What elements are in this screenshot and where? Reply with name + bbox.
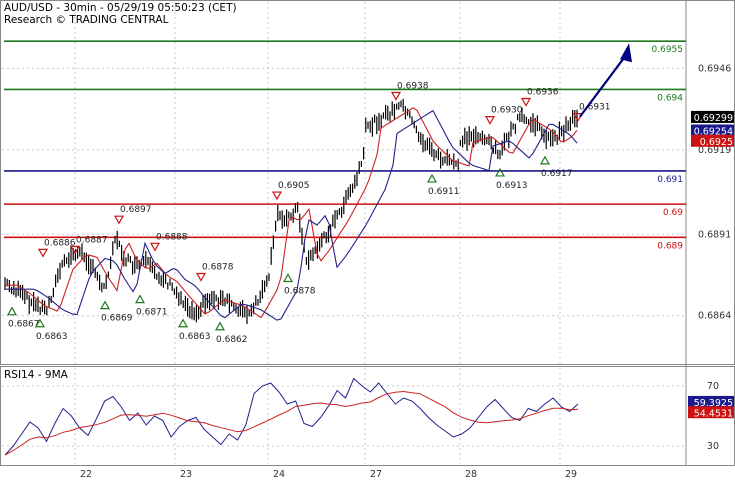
forecast-arrow-shaft xyxy=(579,54,627,118)
x-tick-label: 28 xyxy=(465,469,477,480)
axis-labels: 0.6946 0.6919 0.6891 0.6864 70 30 22 23 24 27 28 29 xyxy=(80,63,731,480)
moving-averages xyxy=(5,107,578,321)
horizontal-levels: 0.6955 0.694 0.691 0.69 0.689 xyxy=(4,40,686,251)
forecast-arrow xyxy=(579,43,632,118)
low-label: 0.6862 xyxy=(216,335,248,345)
high-label: 0.6905 xyxy=(278,181,310,191)
x-tick-label: 23 xyxy=(180,469,192,480)
low-marker xyxy=(177,318,189,328)
rsi-value-tag xyxy=(688,395,734,408)
low-label: 0.6867 xyxy=(8,320,40,330)
low-label: 0.6911 xyxy=(428,187,460,197)
low-marker xyxy=(214,321,226,331)
rsi-y-tick-label: 70 xyxy=(707,381,719,392)
low-marker xyxy=(426,173,438,183)
level-label: 0.689 xyxy=(657,241,683,251)
low-label: 0.6871 xyxy=(136,308,168,318)
low-label: 0.6917 xyxy=(541,169,573,179)
low-marker xyxy=(34,318,46,328)
rsi-title: RSI14 - 9MA xyxy=(4,369,69,381)
high-marker xyxy=(149,242,161,252)
low-label: 0.6878 xyxy=(284,287,316,297)
high-label: 0.6886 xyxy=(44,238,76,248)
high-marker xyxy=(572,113,584,122)
low-label: 0.6869 xyxy=(101,314,133,324)
price-y-tick-label: 0.6891 xyxy=(698,229,731,240)
low-label: 0.6863 xyxy=(179,332,211,342)
x-tick-label: 29 xyxy=(565,469,577,480)
rsi-value-tag-label: 59.3925 xyxy=(694,398,733,409)
level-label: 0.694 xyxy=(657,93,683,103)
high-label: 0.6930 xyxy=(491,106,523,116)
price-y-tick-label: 0.6919 xyxy=(698,145,731,156)
high-label: 0.6938 xyxy=(397,82,429,92)
level-label: 0.691 xyxy=(657,175,683,185)
low-marker xyxy=(99,300,111,310)
low-marker xyxy=(539,155,551,165)
high-marker xyxy=(390,91,402,101)
last-price-tag xyxy=(691,110,734,123)
high-label: 0.6897 xyxy=(120,205,152,215)
x-tick-label: 27 xyxy=(370,469,382,480)
high-label: 0.6887 xyxy=(76,235,108,245)
price-y-tick-label: 0.6864 xyxy=(698,311,731,322)
rsi-ma-line xyxy=(4,390,579,456)
last-price-tag-label: 0.69299 xyxy=(694,113,733,124)
low-marker xyxy=(6,306,18,316)
rsi-panel-frame xyxy=(0,366,735,466)
price-grid xyxy=(2,2,686,364)
low-marker xyxy=(282,273,294,283)
high-marker xyxy=(520,97,532,107)
x-tick-label: 22 xyxy=(80,469,92,480)
low-label: 0.6863 xyxy=(36,332,68,342)
rsi-line xyxy=(4,377,579,456)
chart-subtitle: Research © TRADING CENTRAL xyxy=(4,14,169,26)
high-low-annotations: 0.6886 0.6887 0.6897 0.6888 0.6878 0.6905 0.69… xyxy=(6,82,611,345)
rsi-lines xyxy=(4,377,579,456)
high-label: 0.6936 xyxy=(527,88,559,98)
price-y-tick-label: 0.6946 xyxy=(698,63,731,74)
high-label: 0.6878 xyxy=(202,263,234,273)
rsi-value-tag xyxy=(688,406,734,419)
last-price-tag xyxy=(691,134,734,147)
rsi-y-tick-label: 30 xyxy=(707,441,719,452)
level-label: 0.69 xyxy=(663,208,683,218)
last-price-tag xyxy=(691,124,734,137)
x-tick-label: 24 xyxy=(273,469,285,480)
high-marker xyxy=(195,272,207,282)
high-marker xyxy=(69,245,81,255)
forecast-arrow-head xyxy=(620,43,632,63)
low-label: 0.6913 xyxy=(496,181,528,191)
high-label: 0.6931 xyxy=(579,103,611,113)
high-label: 0.6888 xyxy=(156,232,188,242)
ma-slow-line xyxy=(5,109,578,321)
high-marker xyxy=(37,248,49,258)
high-marker xyxy=(271,191,283,201)
low-marker xyxy=(494,167,506,177)
high-marker xyxy=(484,116,496,125)
rsi-value-tag-label: 54.4531 xyxy=(694,408,733,419)
last-price-tag-label: 0.6925 xyxy=(700,137,733,148)
price-bars xyxy=(4,98,578,324)
chart-title: AUD/USD - 30min - 05/29/19 05:50:23 (CET… xyxy=(4,2,237,14)
level-label: 0.6955 xyxy=(652,45,684,55)
low-marker xyxy=(134,294,146,304)
high-marker xyxy=(113,215,125,225)
last-price-tag-label: 0.69254 xyxy=(694,127,733,138)
rsi-grid xyxy=(2,368,686,464)
